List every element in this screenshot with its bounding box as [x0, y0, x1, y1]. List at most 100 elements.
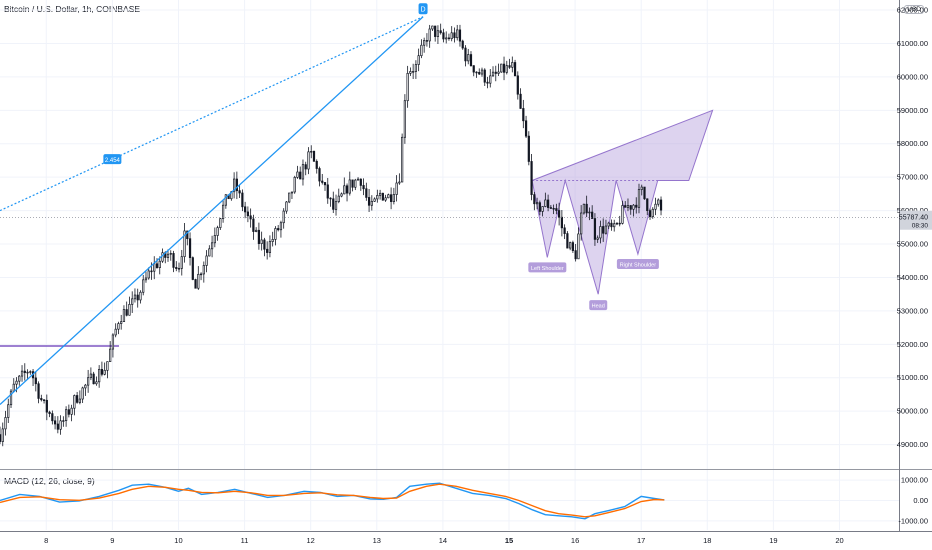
signal-line	[0, 483, 665, 518]
candle-down	[125, 309, 128, 316]
x-tick-label: 8	[44, 536, 48, 545]
candle-down	[560, 216, 563, 229]
candle-up	[224, 194, 227, 206]
candle-down	[453, 32, 456, 39]
candle-up	[640, 186, 643, 190]
candle-down	[312, 151, 316, 162]
candle-down	[100, 368, 104, 375]
candle-down	[67, 409, 70, 415]
candle-down	[643, 186, 646, 200]
candle-down	[522, 108, 525, 122]
candle-up	[580, 212, 583, 235]
candle-down	[563, 227, 566, 234]
candle-down	[478, 72, 481, 75]
candle-up	[615, 222, 619, 225]
candle-down	[555, 208, 558, 211]
candle-down	[45, 399, 48, 413]
candle-up	[177, 268, 181, 270]
candle-down	[321, 180, 324, 183]
candle-down	[646, 198, 649, 211]
candle-down	[464, 47, 467, 62]
candle-down	[566, 233, 569, 249]
currency-badge[interactable]: USD	[904, 5, 924, 14]
candle-up	[607, 222, 610, 227]
candle-up	[169, 253, 172, 255]
candle-down	[571, 242, 574, 251]
candle-down	[472, 65, 475, 73]
candle-down	[155, 263, 159, 268]
candle-down	[483, 69, 486, 83]
x-tick-label: 14	[439, 536, 447, 545]
ratio-label: 2.454	[105, 158, 121, 164]
candle-up	[406, 73, 409, 102]
candle-up	[414, 64, 418, 72]
candle-down	[345, 185, 349, 194]
x-tick-label: 11	[241, 536, 249, 545]
candle-down	[277, 228, 280, 231]
x-tick-label: 10	[174, 536, 182, 545]
y-tick-label: 55000.00	[897, 240, 928, 249]
candle-down	[475, 71, 478, 74]
candle-down	[351, 179, 354, 188]
candle-up	[144, 277, 148, 281]
candle-up	[12, 383, 15, 392]
candle-down	[618, 222, 621, 225]
candle-down	[244, 206, 247, 213]
candle-down	[252, 218, 255, 232]
candle-up	[626, 205, 630, 208]
candle-up	[133, 294, 137, 300]
candle-up	[544, 199, 547, 207]
candle-up	[637, 189, 641, 208]
candle-up	[131, 298, 134, 305]
x-tick-label: 17	[637, 536, 645, 545]
candle-up	[387, 194, 390, 199]
candle-up	[340, 193, 343, 197]
candle-down	[434, 25, 437, 37]
candle-up	[651, 208, 654, 218]
candle-up	[158, 260, 161, 268]
candle-up	[205, 255, 208, 266]
candle-up	[334, 201, 338, 210]
candle-down	[53, 420, 57, 425]
trend-marker-label: D	[421, 7, 426, 14]
candle-up	[497, 71, 500, 74]
candle-up	[114, 328, 117, 336]
candle-up	[450, 32, 453, 40]
candle-up	[348, 179, 351, 194]
candle-down	[390, 194, 393, 202]
candle-up	[199, 273, 203, 276]
candle-down	[326, 184, 329, 199]
candle-up	[142, 279, 145, 293]
candle-up	[89, 373, 92, 379]
candle-up	[401, 136, 404, 183]
x-tick-label: 9	[110, 536, 114, 545]
candle-up	[233, 178, 236, 193]
candle-up	[29, 371, 32, 373]
candle-up	[436, 30, 440, 37]
candle-down	[266, 248, 269, 253]
candle-up	[354, 179, 357, 188]
candle-up	[26, 371, 29, 374]
candle-up	[202, 265, 205, 275]
y-tick-label: 60000.00	[897, 72, 928, 81]
y-tick-label: 53000.00	[897, 306, 928, 315]
candle-up	[274, 228, 277, 240]
y-tick-label: 59000.00	[897, 106, 928, 115]
candle-up	[120, 321, 123, 324]
x-tick-label: 18	[703, 536, 711, 545]
pattern-label-badge	[589, 300, 608, 311]
candle-down	[530, 161, 533, 195]
candle-down	[175, 267, 178, 269]
candle-up	[183, 230, 186, 258]
candle-up	[73, 395, 76, 409]
trend-marker-badge	[418, 3, 428, 15]
x-tick-label: 12	[307, 536, 315, 545]
candle-down	[502, 63, 506, 73]
candle-up	[423, 40, 426, 46]
candle-up	[279, 222, 283, 231]
candle-down	[188, 238, 192, 259]
candle-up	[103, 369, 106, 375]
trendline-solid	[0, 16, 424, 405]
candle-up	[122, 309, 126, 322]
